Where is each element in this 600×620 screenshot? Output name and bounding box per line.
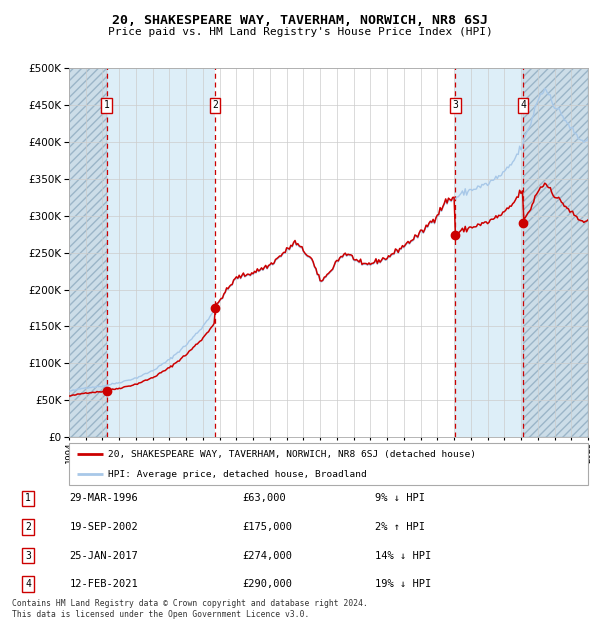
Text: HPI: Average price, detached house, Broadland: HPI: Average price, detached house, Broa…: [108, 470, 367, 479]
Bar: [69, 68, 107, 437]
Text: £290,000: £290,000: [242, 579, 292, 589]
Bar: [455, 68, 523, 437]
Text: 9% ↓ HPI: 9% ↓ HPI: [375, 494, 425, 503]
Text: 2: 2: [25, 522, 31, 532]
Text: 25-JAN-2017: 25-JAN-2017: [70, 551, 139, 560]
Bar: [523, 68, 588, 437]
Text: 3: 3: [452, 100, 458, 110]
Text: 2% ↑ HPI: 2% ↑ HPI: [375, 522, 425, 532]
Text: Price paid vs. HM Land Registry's House Price Index (HPI): Price paid vs. HM Land Registry's House …: [107, 27, 493, 37]
Text: £63,000: £63,000: [242, 494, 286, 503]
Text: 20, SHAKESPEARE WAY, TAVERHAM, NORWICH, NR8 6SJ (detached house): 20, SHAKESPEARE WAY, TAVERHAM, NORWICH, …: [108, 450, 476, 459]
Text: 3: 3: [25, 551, 31, 560]
Text: 4: 4: [25, 579, 31, 589]
Text: 29-MAR-1996: 29-MAR-1996: [70, 494, 139, 503]
Text: 19-SEP-2002: 19-SEP-2002: [70, 522, 139, 532]
Text: £175,000: £175,000: [242, 522, 292, 532]
Text: 1: 1: [104, 100, 110, 110]
Text: 12-FEB-2021: 12-FEB-2021: [70, 579, 139, 589]
Text: 1: 1: [25, 494, 31, 503]
Text: £274,000: £274,000: [242, 551, 292, 560]
Text: Contains HM Land Registry data © Crown copyright and database right 2024.
This d: Contains HM Land Registry data © Crown c…: [12, 600, 368, 619]
Bar: [215, 68, 455, 437]
Bar: [69, 68, 107, 437]
Bar: [523, 68, 588, 437]
Text: 4: 4: [520, 100, 526, 110]
Text: 2: 2: [212, 100, 218, 110]
Bar: [107, 68, 215, 437]
Text: 14% ↓ HPI: 14% ↓ HPI: [375, 551, 431, 560]
Text: 20, SHAKESPEARE WAY, TAVERHAM, NORWICH, NR8 6SJ: 20, SHAKESPEARE WAY, TAVERHAM, NORWICH, …: [112, 14, 488, 27]
Text: 19% ↓ HPI: 19% ↓ HPI: [375, 579, 431, 589]
